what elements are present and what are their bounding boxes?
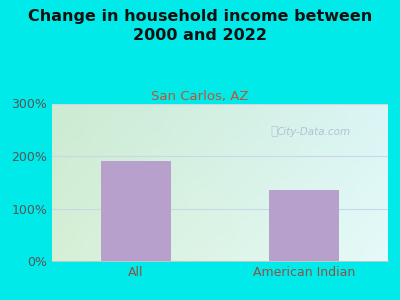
Text: ⓘ: ⓘ xyxy=(270,125,278,138)
Text: City-Data.com: City-Data.com xyxy=(277,127,351,137)
Text: San Carlos, AZ: San Carlos, AZ xyxy=(151,90,249,103)
Text: Change in household income between
2000 and 2022: Change in household income between 2000 … xyxy=(28,9,372,43)
Bar xyxy=(101,161,171,261)
Bar xyxy=(269,190,339,261)
